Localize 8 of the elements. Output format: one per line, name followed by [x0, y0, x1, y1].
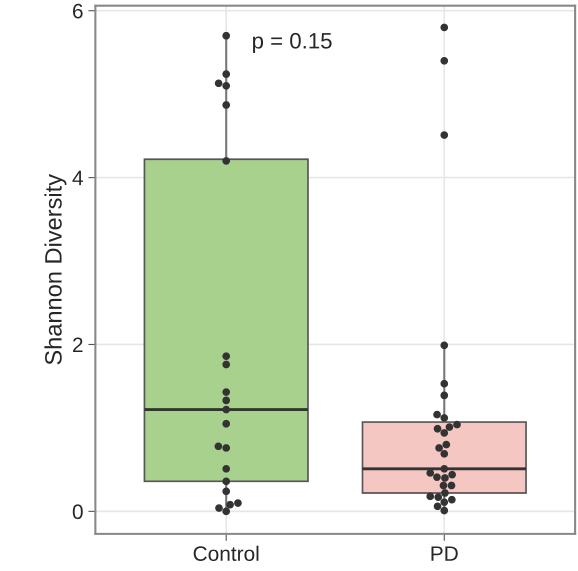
- x-tick-label: Control: [194, 546, 258, 561]
- y-axis-title: Shannon Diversity: [44, 174, 66, 365]
- x-tick-label: PD: [432, 546, 458, 561]
- y-tick-label: 0: [72, 504, 83, 520]
- y-tick-label: 6: [73, 4, 83, 18]
- y-tick-label: 2: [73, 337, 83, 352]
- annotation: p = 0.15: [253, 32, 332, 54]
- y-tick-label: 4: [72, 170, 83, 186]
